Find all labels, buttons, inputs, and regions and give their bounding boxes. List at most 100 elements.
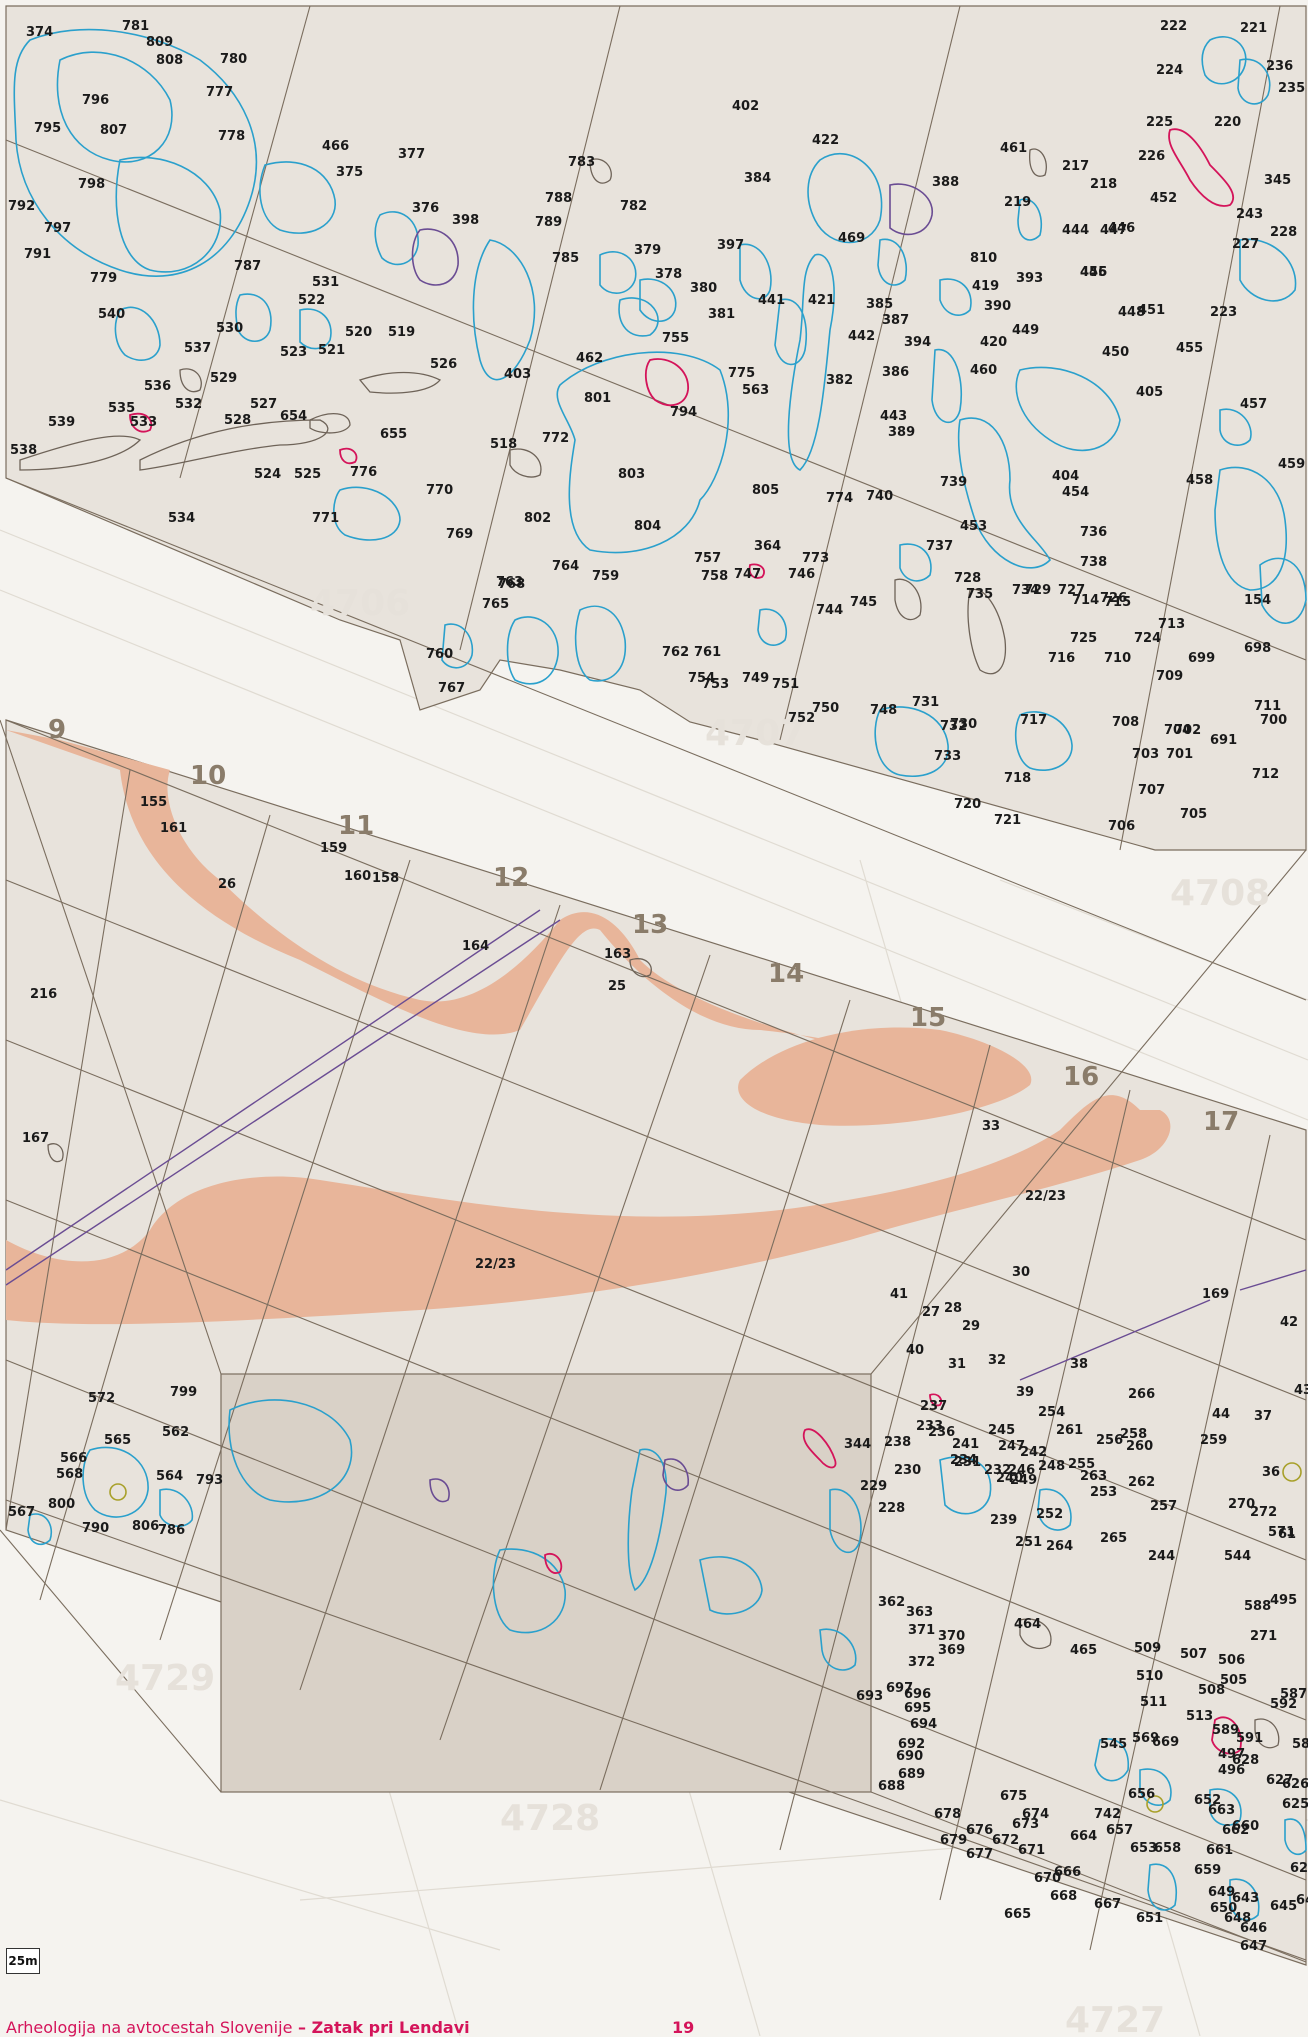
feature-number: 779 <box>90 271 117 286</box>
feature-number: 706 <box>1108 819 1135 834</box>
feature-number: 726 <box>1100 591 1127 606</box>
feature-number: 568 <box>56 1467 83 1482</box>
section-number: 14 <box>768 959 804 989</box>
feature-number: 797 <box>44 221 71 236</box>
feature-number: 376 <box>412 201 439 216</box>
feature-number: 804 <box>634 519 661 534</box>
feature-number: 673 <box>1012 1817 1039 1832</box>
feature-number: 443 <box>880 409 907 424</box>
feature-number: 253 <box>1090 1485 1117 1500</box>
feature-number: 769 <box>446 527 473 542</box>
feature-number: 778 <box>218 129 245 144</box>
scale-bar: 25m <box>6 1948 40 1974</box>
section-number: 12 <box>493 863 529 893</box>
feature-number: 759 <box>592 569 619 584</box>
feature-number: 451 <box>1138 303 1165 318</box>
feature-number: 806 <box>132 1519 159 1534</box>
feature-number: 655 <box>380 427 407 442</box>
feature-number: 676 <box>966 1823 993 1838</box>
feature-number: 255 <box>1068 1457 1095 1472</box>
feature-number: 245 <box>988 1423 1015 1438</box>
feature-number: 38 <box>1070 1357 1088 1372</box>
feature-number: 260 <box>1126 1439 1153 1454</box>
feature-number: 218 <box>1090 177 1117 192</box>
feature-number: 220 <box>1214 115 1241 130</box>
feature-number: 736 <box>1080 525 1107 540</box>
feature-number: 716 <box>1048 651 1075 666</box>
feature-number: 242 <box>1020 1445 1047 1460</box>
feature-number: 651 <box>1136 1911 1163 1926</box>
feature-number: 462 <box>576 351 603 366</box>
feature-number: 235 <box>1278 81 1305 96</box>
feature-number: 456 <box>1080 265 1107 280</box>
feature-number: 749 <box>742 671 769 686</box>
feature-number: 537 <box>184 341 211 356</box>
feature-number: 453 <box>960 519 987 534</box>
layer-label: 22/23 <box>475 1257 516 1272</box>
feature-number: 227 <box>1232 237 1259 252</box>
feature-number: 239 <box>990 1513 1017 1528</box>
feature-number: 264 <box>1046 1539 1073 1554</box>
feature-number: 724 <box>1134 631 1161 646</box>
feature-number: 221 <box>1240 21 1267 36</box>
feature-number: 507 <box>1180 1647 1207 1662</box>
feature-number: 798 <box>78 177 105 192</box>
feature-number: 654 <box>280 409 307 424</box>
section-number: 11 <box>338 811 374 841</box>
feature-number: 518 <box>490 437 517 452</box>
feature-number: 750 <box>812 701 839 716</box>
feature-number: 461 <box>1000 141 1027 156</box>
feature-number: 810 <box>970 251 997 266</box>
feature-number: 703 <box>1132 747 1159 762</box>
zone-label: 4707 <box>705 713 805 754</box>
feature-number: 27 <box>922 1305 940 1320</box>
feature-number: 805 <box>752 483 779 498</box>
feature-number: 509 <box>1134 1641 1161 1656</box>
feature-number: 464 <box>1014 1617 1041 1632</box>
feature-number: 25 <box>608 979 626 994</box>
feature-number: 730 <box>950 717 977 732</box>
feature-number: 569 <box>1132 1731 1159 1746</box>
feature-number: 28 <box>944 1301 962 1316</box>
feature-number: 689 <box>898 1767 925 1782</box>
feature-number: 523 <box>280 345 307 360</box>
feature-number: 251 <box>1015 1535 1042 1550</box>
feature-number: 781 <box>122 19 149 34</box>
feature-number: 771 <box>312 511 339 526</box>
feature-number: 419 <box>972 279 999 294</box>
feature-number: 562 <box>162 1425 189 1440</box>
feature-number: 369 <box>938 1643 965 1658</box>
feature-number: 718 <box>1004 771 1031 786</box>
feature-number: 567 <box>8 1505 35 1520</box>
feature-number: 538 <box>10 443 37 458</box>
feature-number: 378 <box>655 267 682 282</box>
feature-number: 758 <box>701 569 728 584</box>
feature-number: 217 <box>1062 159 1089 174</box>
feature-number: 243 <box>1236 207 1263 222</box>
feature-number: 529 <box>210 371 237 386</box>
feature-number: 714 <box>1072 593 1099 608</box>
feature-number: 675 <box>1000 1789 1027 1804</box>
feature-number: 345 <box>1264 173 1291 188</box>
feature-number: 774 <box>826 491 853 506</box>
feature-number: 452 <box>1150 191 1177 206</box>
feature-number: 40 <box>906 1343 924 1358</box>
feature-number: 735 <box>966 587 993 602</box>
feature-number: 379 <box>634 243 661 258</box>
feature-number: 163 <box>604 947 631 962</box>
feature-number: 371 <box>908 1623 935 1638</box>
feature-number: 466 <box>322 139 349 154</box>
feature-number: 224 <box>1156 63 1183 78</box>
feature-number: 738 <box>1080 555 1107 570</box>
feature-number: 800 <box>48 1497 75 1512</box>
feature-number: 803 <box>618 467 645 482</box>
feature-number: 694 <box>910 1717 937 1732</box>
feature-number: 695 <box>904 1701 931 1716</box>
feature-number: 39 <box>1016 1385 1034 1400</box>
feature-number: 793 <box>196 1473 223 1488</box>
feature-number: 789 <box>535 215 562 230</box>
feature-number: 717 <box>1020 713 1047 728</box>
feature-number: 712 <box>1252 767 1279 782</box>
feature-number: 232 <box>984 1463 1011 1478</box>
